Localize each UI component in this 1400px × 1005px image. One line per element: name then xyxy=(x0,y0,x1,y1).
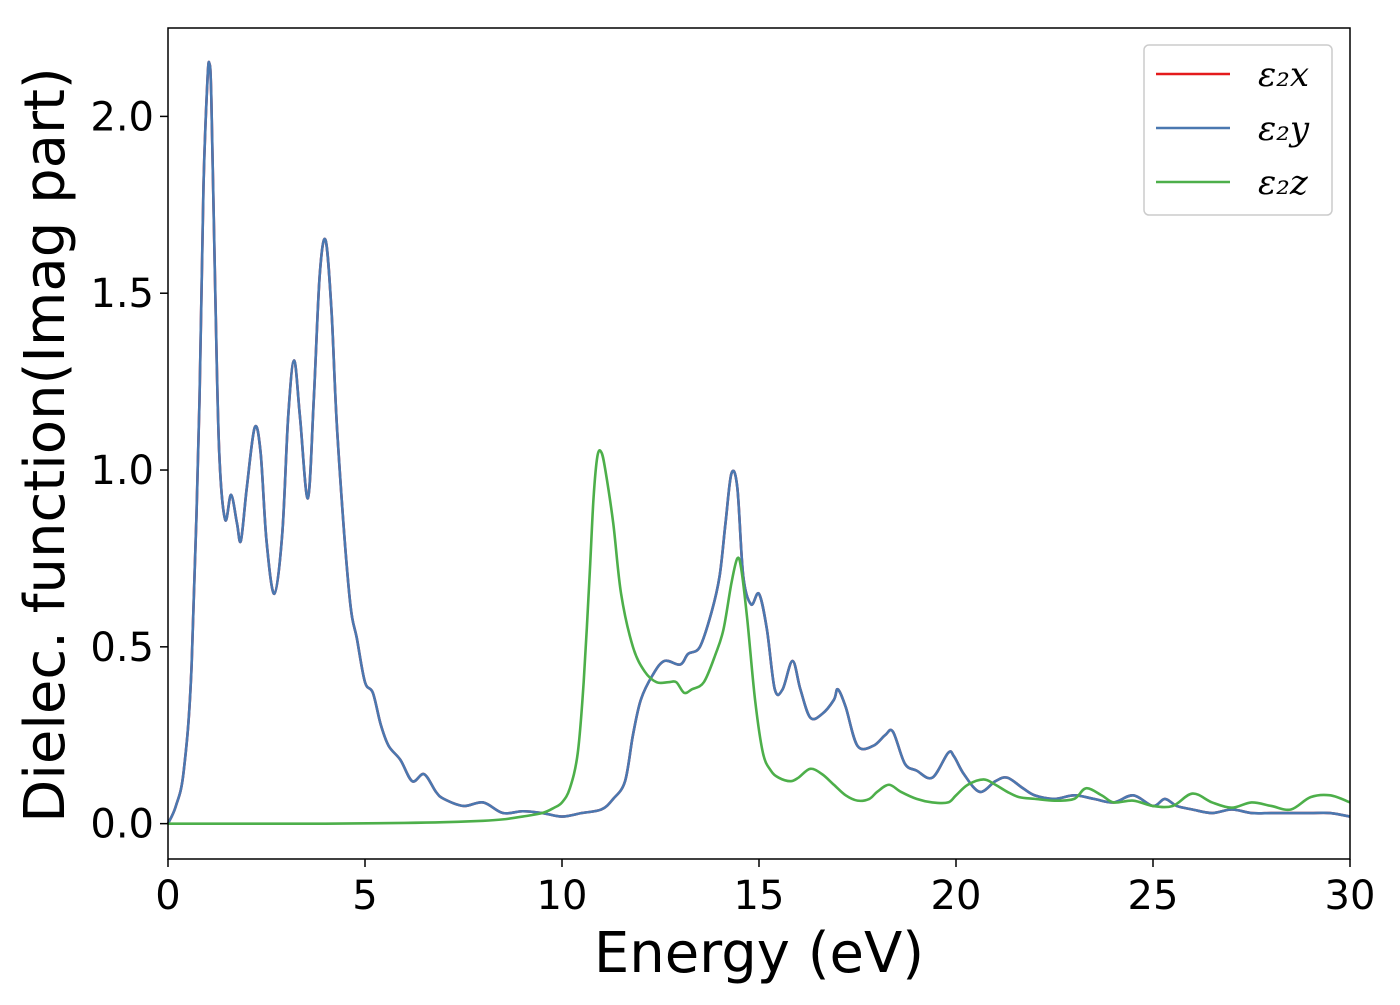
y-axis-ticks: 0.0 0.5 1.0 1.5 2.0 xyxy=(90,94,168,848)
legend-label-ε2y: ε₂y xyxy=(1258,109,1310,149)
y-tick-label: 0.0 xyxy=(90,802,154,848)
y-tick-label: 2.0 xyxy=(90,94,154,140)
legend-box xyxy=(1143,44,1333,216)
legend-label-ε2z: ε₂z xyxy=(1258,163,1309,203)
legend-items: ε₂x ε₂y ε₂z xyxy=(1156,55,1310,203)
series-line-ε2z xyxy=(167,449,1351,825)
x-tick-label: 5 xyxy=(352,873,377,919)
series-line-ε2y xyxy=(166,60,1351,825)
x-tick-label: 0 xyxy=(155,873,180,919)
legend: ε₂x ε₂y ε₂z xyxy=(1143,44,1333,216)
y-axis-title: Dielec. function(Imag part) xyxy=(13,67,78,823)
series-layer xyxy=(166,60,1351,825)
x-axis-ticks: 0 5 10 15 20 25 30 xyxy=(155,859,1375,919)
y-tick-label: 0.5 xyxy=(90,625,154,671)
y-tick-label: 1.5 xyxy=(90,271,154,317)
x-tick-label: 30 xyxy=(1325,873,1376,919)
legend-label-ε2x: ε₂x xyxy=(1258,55,1309,95)
x-tick-label: 10 xyxy=(537,873,588,919)
x-tick-label: 15 xyxy=(734,873,785,919)
x-tick-label: 25 xyxy=(1128,873,1179,919)
x-axis-title: Energy (eV) xyxy=(594,921,924,986)
y-tick-label: 1.0 xyxy=(90,448,154,494)
x-tick-label: 20 xyxy=(931,873,982,919)
